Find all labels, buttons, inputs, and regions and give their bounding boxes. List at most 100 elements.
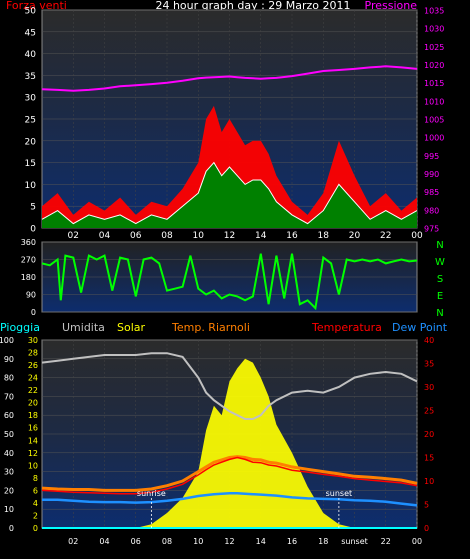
hour-tick-label: 08 (161, 231, 173, 241)
rain-tick-label: 12 (28, 449, 38, 458)
hour-tick-label: 06 (131, 537, 141, 546)
rain-tick-label: 28 (28, 349, 38, 358)
pressure-tick-label: 980 (424, 206, 439, 215)
temp-tick-label: 30 (424, 383, 434, 392)
pressure-tick-label: 1035 (424, 7, 444, 16)
humidity-tick-label: 90 (4, 355, 14, 364)
pressure-tick-label: 1010 (424, 97, 444, 106)
legend-label-2: Solar (117, 321, 146, 334)
humidity-tick-label: 70 (4, 392, 14, 401)
hour-tick-label: 16 (286, 231, 298, 241)
pressure-tick-label: 1000 (424, 134, 444, 143)
compass-label: S (437, 274, 443, 285)
temp-tick-label: 5 (424, 501, 429, 510)
legend-label-1: Umidita (62, 321, 105, 334)
hour-tick-label: 10 (193, 537, 203, 546)
direction-tick-label: 180 (21, 273, 36, 282)
humidity-tick-label: 30 (4, 468, 14, 477)
wind-axis-title: Forza venti (6, 0, 67, 12)
humidity-tick-label: 10 (4, 505, 14, 514)
hour-tick-label: 08 (162, 537, 172, 546)
pressure-tick-label: 975 (424, 225, 439, 234)
wind-average-line (41, 161, 418, 225)
direction-line (41, 253, 418, 311)
humidity-tick-label: 40 (4, 449, 14, 458)
humidity-tick-label: 0 (9, 524, 14, 533)
hour-tick-label: 04 (99, 537, 109, 546)
pressure-tick-label: 995 (424, 152, 439, 161)
compass-label: N (436, 308, 443, 319)
temp-tick-label: 0 (424, 524, 429, 533)
hour-tick-label: sunset (341, 537, 368, 546)
hour-tick-label: 00 (412, 537, 422, 546)
humidity-tick-label: 100 (0, 336, 14, 345)
compass-label: E (437, 291, 443, 302)
wind-tick-label: 20 (25, 137, 37, 147)
hour-tick-label: 16 (287, 537, 297, 546)
rain-tick-label: 16 (28, 424, 38, 433)
pressure-tick-label: 1030 (424, 25, 444, 34)
pressure-tick-label: 1025 (424, 43, 444, 52)
wind-tick-label: 0 (30, 225, 36, 235)
wind-tick-label: 25 (25, 116, 36, 126)
wind-tick-label: 10 (25, 181, 37, 191)
hour-tick-label: 14 (255, 231, 267, 241)
wind-average-area (42, 162, 417, 228)
hour-tick-label: 10 (193, 231, 205, 241)
hour-tick-label: 22 (381, 537, 391, 546)
annotation-sunset: sunset (326, 489, 353, 498)
legend-label-0: Pioggia (0, 321, 40, 334)
pressure-tick-label: 1005 (424, 116, 444, 125)
wind-tick-label: 40 (25, 50, 37, 60)
legend-label-3: Temp. Riarnoli (171, 321, 250, 334)
direction-tick-label: 90 (26, 291, 36, 300)
direction-tick-label: 0 (31, 308, 36, 317)
rain-tick-label: 4 (33, 499, 38, 508)
rain-tick-label: 6 (33, 486, 38, 495)
hour-tick-label: 06 (130, 231, 142, 241)
rain-tick-label: 2 (33, 511, 38, 520)
temp-tick-label: 10 (424, 477, 434, 486)
temp-tick-label: 20 (424, 430, 434, 439)
humidity-line (41, 352, 418, 420)
hour-tick-label: 12 (224, 231, 235, 241)
humidity-tick-label: 50 (4, 430, 14, 439)
pressure-tick-label: 985 (424, 188, 439, 197)
hour-tick-label: 00 (411, 231, 423, 241)
wind-tick-label: 15 (25, 159, 36, 169)
wind-tick-label: 50 (25, 7, 37, 17)
hour-tick-label: 22 (380, 231, 391, 241)
annotation-sunrise: sunrise (137, 489, 166, 498)
rain-tick-label: 8 (33, 474, 38, 483)
temp-tick-label: 15 (424, 454, 434, 463)
pressure-tick-label: 1015 (424, 79, 444, 88)
compass-label: N (436, 240, 443, 251)
humidity-tick-label: 60 (4, 411, 14, 420)
wind-tick-label: 35 (25, 72, 36, 82)
rain-tick-label: 24 (28, 374, 38, 383)
hour-tick-label: 18 (318, 537, 328, 546)
rain-tick-label: 0 (33, 524, 38, 533)
legend-label-5: Dew Point (392, 321, 448, 334)
wind-tick-label: 5 (30, 203, 36, 213)
rain-tick-label: 22 (28, 386, 38, 395)
hour-tick-label: 02 (68, 231, 79, 241)
hour-tick-label: 12 (224, 537, 234, 546)
rain-tick-label: 14 (28, 436, 38, 445)
hour-tick-label: 02 (68, 537, 78, 546)
compass-label: W (435, 257, 445, 268)
rain-tick-label: 10 (28, 461, 38, 470)
direction-tick-label: 270 (21, 256, 36, 265)
rain-tick-label: 30 (28, 336, 38, 345)
temp-tick-label: 40 (424, 336, 434, 345)
pressure-line (41, 65, 418, 92)
dew-point-line (42, 491, 418, 507)
wind-tick-label: 45 (25, 28, 36, 38)
pressure-tick-label: 990 (424, 170, 439, 179)
rain-tick-label: 26 (28, 361, 38, 370)
temp-riarnoli-line (41, 455, 418, 492)
hour-tick-label: 18 (318, 231, 330, 241)
temp-tick-label: 25 (424, 407, 434, 416)
wind-tick-label: 30 (25, 94, 37, 104)
hour-tick-label: 04 (99, 231, 111, 241)
